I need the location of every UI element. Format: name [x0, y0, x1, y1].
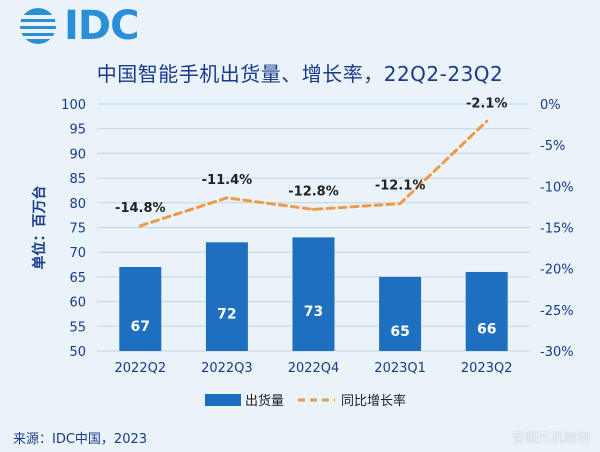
growth-value-label: -12.8%	[288, 184, 339, 199]
bar	[465, 271, 508, 351]
y-tick-label: 75	[69, 222, 86, 237]
bar-value-label: 65	[390, 324, 409, 340]
bar	[379, 276, 422, 351]
y2-tick-label: -15%	[540, 222, 574, 237]
y2-tick-label: 0%	[540, 98, 561, 113]
x-tick-label: 2022Q4	[288, 361, 340, 376]
x-tick-label: 2022Q3	[201, 361, 253, 376]
y2-tick-label: -25%	[540, 304, 574, 319]
y-tick-label: 60	[69, 296, 86, 311]
bar-value-label: 72	[217, 307, 236, 323]
globe-icon	[20, 8, 56, 44]
y-tick-label: 80	[69, 197, 86, 212]
y-tick-label: 90	[69, 147, 86, 162]
y-tick-label: 70	[69, 246, 86, 261]
growth-line	[138, 119, 489, 228]
growth-value-label: -14.8%	[115, 201, 166, 216]
source-note: 来源：IDC中国，2023	[13, 432, 148, 447]
bar-value-label: 67	[131, 319, 150, 335]
y-tick-label: 85	[69, 172, 86, 187]
growth-point	[485, 119, 489, 123]
y-tick-label: 100	[61, 98, 86, 113]
legend-bar-label: 出货量	[245, 393, 284, 409]
idc-logo: IDC	[18, 3, 139, 49]
y-tick-label: 55	[69, 320, 86, 335]
bars	[119, 237, 508, 351]
growth-value-label: -2.1%	[466, 96, 507, 111]
x-tick-label: 2023Q1	[374, 361, 426, 376]
bar	[292, 237, 335, 351]
bar	[119, 267, 162, 351]
growth-point	[225, 196, 229, 200]
logo-text: IDC	[64, 3, 139, 49]
legend-bar-swatch	[205, 394, 241, 406]
y-tick-label: 50	[69, 345, 86, 360]
growth-point	[398, 202, 402, 206]
y2-tick-label: -5%	[540, 139, 565, 154]
y2-tick-label: -10%	[540, 180, 574, 195]
x-tick-label: 2022Q2	[115, 361, 167, 376]
legend: 出货量 同比增长率	[205, 393, 406, 409]
growth-point	[138, 224, 142, 228]
growth-point	[312, 207, 315, 211]
watermark: 音频元机绘制	[511, 431, 590, 446]
data-labels: 67 72 73 65 66 -14.8% -11.4% -12.8% -12.1% -2.1%	[115, 96, 507, 340]
growth-value-label: -11.4%	[202, 173, 253, 188]
bar-value-label: 66	[477, 321, 496, 337]
legend-line-label: 同比增长率	[341, 393, 406, 409]
y-tick-label: 65	[69, 271, 86, 286]
y2-tick-label: -30%	[540, 345, 574, 360]
chart-title: 中国智能手机出货量、增长率，22Q2-23Q2	[96, 62, 504, 86]
bar	[205, 242, 248, 351]
growth-series-line	[138, 119, 489, 228]
x-tick-label: 2023Q2	[461, 361, 513, 376]
y2-tick-label: -20%	[540, 263, 574, 278]
bar-value-label: 73	[304, 304, 323, 320]
axes: 100 95 90 85 80 75 70 65 60 55 50 0% -5% -10% -15% -20%…	[31, 98, 574, 376]
y-tick-label: 95	[69, 123, 86, 138]
growth-value-label: -12.1%	[375, 179, 426, 194]
y-axis-label: 单位：百万台	[31, 186, 48, 270]
